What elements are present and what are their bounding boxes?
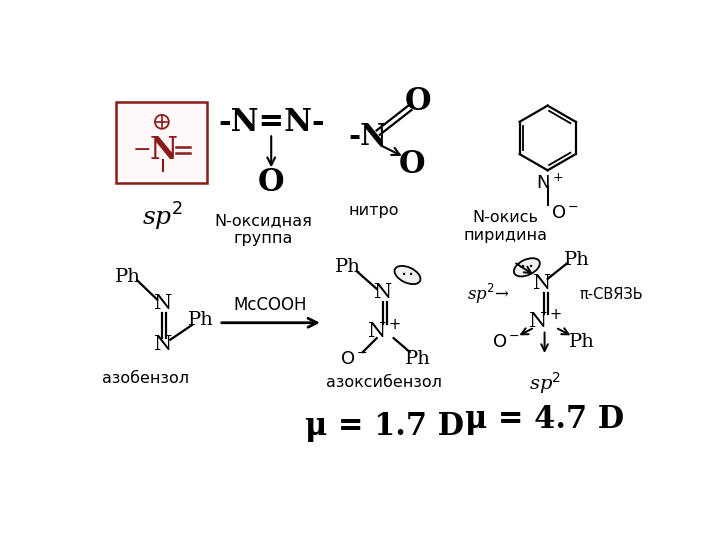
- Text: азобензол: азобензол: [102, 372, 189, 386]
- Text: N$^+$: N$^+$: [528, 309, 562, 332]
- Text: ·: ·: [400, 266, 407, 285]
- Text: −: −: [132, 139, 151, 161]
- Text: μ = 1.7 D: μ = 1.7 D: [305, 411, 464, 442]
- Text: азоксибензол: азоксибензол: [326, 375, 442, 390]
- Text: N: N: [374, 283, 392, 302]
- Text: ·: ·: [528, 258, 534, 277]
- Text: Ph: Ph: [335, 258, 361, 276]
- Ellipse shape: [514, 258, 540, 276]
- Text: sp$^2$: sp$^2$: [528, 370, 561, 396]
- Text: O: O: [399, 150, 426, 180]
- Text: π-СВЯЗЬ: π-СВЯЗЬ: [580, 287, 644, 302]
- Text: Ph: Ph: [570, 333, 595, 351]
- Text: N: N: [154, 335, 173, 354]
- Text: -N: -N: [348, 122, 387, 151]
- Text: N: N: [533, 274, 552, 293]
- Text: sp$^2$→: sp$^2$→: [467, 282, 510, 306]
- Text: N$^+$: N$^+$: [536, 173, 563, 193]
- Text: O: O: [258, 167, 284, 198]
- Text: Ph: Ph: [188, 312, 214, 329]
- Text: O$^-$: O$^-$: [551, 204, 579, 221]
- Text: N: N: [150, 135, 177, 166]
- Text: Ph: Ph: [405, 350, 431, 368]
- Text: O$^-$: O$^-$: [340, 350, 368, 368]
- Text: sp$^2$: sp$^2$: [142, 201, 182, 233]
- Text: O: O: [404, 86, 431, 117]
- Text: ·: ·: [520, 258, 526, 277]
- Text: Ph: Ph: [564, 251, 590, 268]
- Text: N-оксидная
группа: N-оксидная группа: [215, 213, 312, 246]
- Text: N: N: [154, 294, 173, 313]
- Ellipse shape: [395, 266, 420, 284]
- Text: нитро: нитро: [348, 204, 399, 218]
- Bar: [117, 102, 207, 183]
- Text: Ph: Ph: [115, 267, 141, 286]
- Text: N-окись
пиридина: N-окись пиридина: [463, 211, 547, 243]
- Text: -N=N-: -N=N-: [218, 107, 325, 138]
- Text: μ = 4.7 D: μ = 4.7 D: [465, 403, 624, 435]
- Text: N$^+$: N$^+$: [367, 319, 401, 342]
- Text: O$^-$: O$^-$: [492, 333, 520, 351]
- Text: ·: ·: [408, 266, 415, 285]
- Text: МсСООН: МсСООН: [234, 295, 307, 314]
